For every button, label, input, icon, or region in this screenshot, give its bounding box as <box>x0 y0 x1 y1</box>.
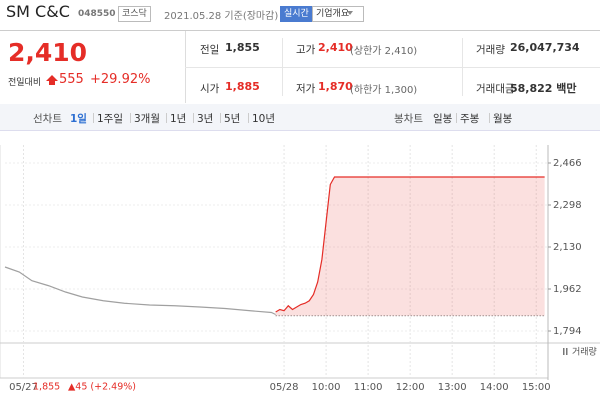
y-tick-label: 2,466 <box>553 158 582 169</box>
tab-sep <box>93 113 94 123</box>
tab-sep <box>130 113 131 123</box>
dropdown-arrow <box>347 11 353 15</box>
tab-bar <box>0 104 600 131</box>
x-tick-label: 05/27 <box>9 382 38 393</box>
line-chart-label: 선차트 <box>33 113 62 125</box>
period-tab[interactable]: 10년 <box>252 113 276 125</box>
candle-tab[interactable]: 일봉 <box>433 113 453 125</box>
cell-label: 거래대금 <box>476 83 515 95</box>
volume-icon <box>566 348 568 355</box>
cell-value: 26,047,734 <box>510 41 580 54</box>
cell-value: 58,822 백만 <box>510 82 577 95</box>
x-tick-label: 13:00 <box>438 382 467 393</box>
tab-sep <box>193 113 194 123</box>
divider <box>282 38 283 96</box>
volume-icon <box>563 348 565 355</box>
tab-sep <box>248 113 249 123</box>
current-price: 2,410 <box>8 38 88 67</box>
cell-value: 1,855 <box>225 41 260 54</box>
cell-note: (하한가 1,300) <box>350 85 418 96</box>
y-tick-label: 1,962 <box>553 284 582 295</box>
x-tick-label: 05/28 <box>270 382 299 393</box>
cell-note: (상한가 2,410) <box>350 46 418 57</box>
divider <box>185 67 600 68</box>
readout-change: ▲45 (+2.49%) <box>68 382 136 393</box>
line <box>275 176 545 313</box>
line <box>4 266 276 316</box>
cell-value: 1,885 <box>225 80 260 93</box>
as-of-date: 2021.05.28 기준(장마감) <box>164 11 279 22</box>
tab-sep <box>166 113 167 123</box>
readout-price: 1,855 <box>33 382 60 393</box>
x-tick-label: 14:00 <box>480 382 509 393</box>
market-badge: 코스닥 <box>118 6 151 22</box>
period-tab[interactable]: 3개월 <box>134 113 161 125</box>
y-tick-label: 1,794 <box>553 326 582 337</box>
x-tick-label: 10:00 <box>312 382 341 393</box>
change-value: 555 <box>59 72 84 87</box>
stock-name: SM C&C <box>6 2 70 21</box>
cell-label: 시가 <box>200 83 220 95</box>
area <box>275 177 545 316</box>
cell-value: 1,870 <box>318 80 353 93</box>
cell-label: 저가 <box>296 83 316 95</box>
period-tab[interactable]: 1년 <box>170 113 187 125</box>
cell-label: 고가 <box>296 44 316 56</box>
overview-dropdown[interactable]: 기업개요 <box>312 6 365 22</box>
x-tick-label: 15:00 <box>522 382 551 393</box>
tab-sep <box>220 113 221 123</box>
candle-chart-label: 봉차트 <box>394 113 423 125</box>
period-tab[interactable]: 1주일 <box>97 113 124 125</box>
cell-value: 2,410 <box>318 41 353 54</box>
x-tick-label: 12:00 <box>396 382 425 393</box>
x-tick-label: 11:00 <box>354 382 383 393</box>
tab-sep <box>456 113 457 123</box>
change-percent: +29.92% <box>90 72 151 87</box>
y-tick-label: 2,298 <box>553 200 582 211</box>
cell-label: 전일 <box>200 44 220 56</box>
y-tick-label: 2,130 <box>553 242 582 253</box>
stock-code: 048550 <box>78 9 116 19</box>
tab-sep <box>489 113 490 123</box>
period-tab[interactable]: 5년 <box>224 113 241 125</box>
period-tab[interactable]: 1일 <box>70 113 87 125</box>
up-arrow <box>46 75 58 85</box>
candle-tab[interactable]: 주봉 <box>460 113 480 125</box>
divider <box>462 38 463 96</box>
change-label: 전일대비 <box>8 78 42 88</box>
candle-tab[interactable]: 월봉 <box>493 113 513 125</box>
volume-label: 거래량 <box>572 346 597 358</box>
cell-label: 거래량 <box>476 44 505 56</box>
period-tab[interactable]: 3년 <box>197 113 214 125</box>
